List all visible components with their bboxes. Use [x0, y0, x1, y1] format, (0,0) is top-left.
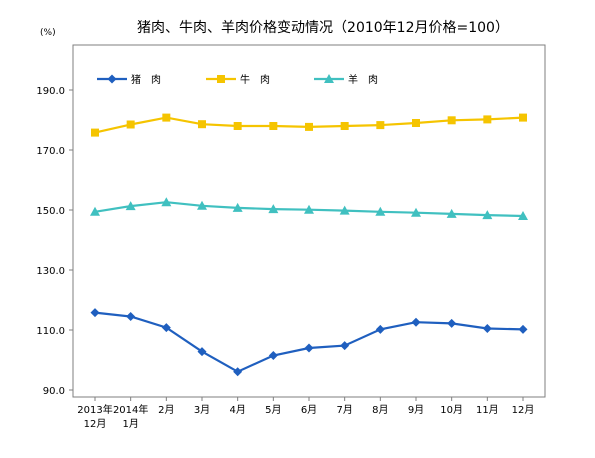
data-point — [91, 128, 99, 137]
data-point — [197, 200, 207, 210]
data-point — [305, 122, 313, 131]
series-2 — [91, 113, 527, 137]
y-axis-unit-label: (%) — [40, 28, 56, 38]
data-point — [340, 122, 349, 130]
data-point — [269, 122, 278, 130]
x-tick-label: 12月 — [84, 418, 107, 430]
data-point — [411, 207, 421, 217]
data-point — [519, 113, 527, 122]
data-point — [232, 202, 243, 212]
legend-item: 猪 肉 — [97, 73, 161, 86]
x-tick-label: 5月 — [265, 404, 281, 416]
data-point — [375, 206, 386, 216]
data-point — [161, 197, 172, 207]
x-tick-label: 8月 — [372, 404, 388, 416]
x-tick-label: 11月 — [476, 404, 499, 416]
data-point — [125, 201, 136, 211]
y-tick-label: 150.0 — [36, 206, 65, 217]
y-tick-label: 90.0 — [43, 386, 65, 397]
data-point — [483, 115, 492, 124]
data-point — [447, 318, 457, 328]
x-tick-label: 2月 — [158, 404, 174, 416]
x-tick-label: 2013年 — [77, 403, 112, 416]
legend: 猪 肉牛 肉羊 肉 — [97, 73, 378, 86]
x-tick-label: 9月 — [408, 404, 424, 416]
series-layer — [90, 113, 528, 377]
data-point — [412, 119, 420, 127]
data-point — [518, 324, 528, 334]
legend-swatch-marker — [217, 75, 225, 83]
chart-title: 猪肉、牛肉、羊肉价格变动情况（2010年12月价格=100） — [137, 20, 509, 36]
data-point — [90, 206, 100, 216]
series-line — [94, 311, 524, 373]
data-point — [518, 211, 528, 220]
legend-label: 猪 肉 — [131, 73, 161, 86]
data-point — [482, 324, 492, 333]
y-tick-label: 170.0 — [36, 146, 65, 157]
data-point — [126, 120, 135, 129]
legend-swatch-marker — [107, 74, 117, 84]
series-1 — [90, 308, 528, 377]
data-point — [447, 116, 456, 125]
data-point — [411, 317, 421, 327]
data-point — [304, 343, 314, 353]
data-point — [198, 120, 206, 129]
y-tick-label: 110.0 — [36, 326, 65, 337]
legend-label: 羊 肉 — [348, 73, 378, 86]
data-point — [233, 122, 242, 130]
x-tick-label: 12月 — [512, 404, 535, 416]
legend-label: 牛 肉 — [240, 73, 270, 86]
x-tick-label: 1月 — [122, 418, 138, 430]
y-tick-label: 190.0 — [36, 86, 65, 97]
data-point — [233, 367, 243, 377]
data-point — [90, 308, 100, 318]
data-point — [268, 204, 279, 214]
x-tick-label: 10月 — [440, 404, 463, 416]
data-point — [339, 205, 350, 215]
data-point — [375, 324, 385, 334]
data-point — [268, 351, 278, 360]
axes: 90.0 110.0 130.0 150.0 170.0 190.0 2013年 12月 201… — [36, 86, 534, 430]
x-tick-label: 2014年 — [113, 403, 148, 416]
data-point — [162, 113, 171, 122]
data-point — [340, 341, 350, 351]
x-tick-label: 3月 — [194, 404, 210, 416]
x-tick-label: 7月 — [336, 404, 352, 416]
x-tick-label: 4月 — [229, 404, 245, 416]
x-tick-label: 6月 — [301, 404, 317, 416]
data-point — [304, 204, 314, 214]
data-point — [161, 323, 171, 333]
data-point — [126, 312, 136, 321]
data-point — [197, 347, 207, 357]
data-point — [376, 121, 385, 130]
legend-item: 牛 肉 — [206, 73, 270, 86]
y-tick-label: 130.0 — [36, 266, 65, 277]
legend-swatch-marker — [324, 74, 334, 83]
data-point — [446, 208, 457, 218]
legend-item: 羊 肉 — [314, 73, 378, 86]
data-point — [482, 210, 493, 220]
series-3 — [90, 197, 528, 220]
